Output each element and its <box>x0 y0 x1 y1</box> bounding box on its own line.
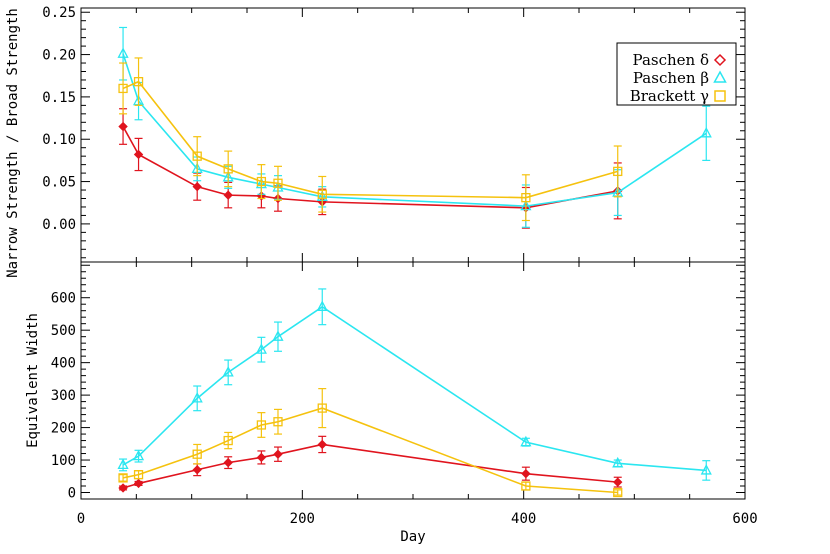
data-point <box>256 452 267 463</box>
data-point <box>117 458 129 470</box>
top-panel: 0.00 0.05 0.10 0.15 0.20 0.25 Narrow Strength … <box>5 5 746 278</box>
y-tick-label: 0 <box>68 486 76 502</box>
y-tick-label: 0.05 <box>42 175 76 191</box>
data-point <box>192 151 202 161</box>
series-diamond <box>118 435 623 493</box>
data-point <box>255 343 267 354</box>
data-point <box>223 164 233 174</box>
legend-label: Brackett γ <box>630 87 709 105</box>
data-point <box>223 457 233 468</box>
y-tick-label: 0.20 <box>42 48 76 64</box>
x-tick-label: 0 <box>77 511 85 527</box>
x-tick-label: 400 <box>511 511 536 527</box>
data-point <box>613 477 623 487</box>
data-point <box>223 435 233 446</box>
legend-marker-square <box>714 90 726 102</box>
data-point <box>521 193 531 203</box>
x-tick-label: 600 <box>732 511 757 527</box>
data-point <box>256 420 267 430</box>
legend-marker-diamond <box>713 53 727 67</box>
data-point <box>256 176 267 187</box>
data-point <box>132 449 145 461</box>
data-point <box>223 190 233 200</box>
data-point <box>133 470 144 480</box>
legend-label: Paschen δ <box>633 51 709 69</box>
series-square <box>118 388 623 498</box>
y-tick-label: 400 <box>51 356 76 372</box>
y-tick-label: 0.25 <box>42 5 76 21</box>
data-point <box>192 181 202 192</box>
data-point <box>191 391 203 403</box>
y-tick-label: 0.10 <box>42 132 76 148</box>
data-point <box>316 300 328 311</box>
data-point <box>192 449 202 459</box>
legend-label: Paschen β <box>633 69 709 87</box>
data-point <box>222 365 234 377</box>
data-point <box>117 47 129 58</box>
data-point <box>613 487 623 498</box>
y-tick-label: 100 <box>51 453 76 469</box>
data-point <box>118 473 128 483</box>
data-point <box>700 464 712 475</box>
data-point <box>521 468 531 479</box>
data-point <box>133 478 144 489</box>
series-line <box>122 53 707 207</box>
bottom-panel: 0 100 200 300 400 500 600 Equivalent Width 0 200 4… <box>25 261 758 545</box>
data-point <box>133 77 144 87</box>
x-tick-label: 200 <box>290 511 315 527</box>
data-point <box>613 166 623 177</box>
y-tick-label: 0.00 <box>42 217 76 233</box>
series-square <box>118 57 623 222</box>
data-point <box>317 439 327 450</box>
x-axis-label: Day <box>400 529 425 545</box>
data-point <box>273 417 283 427</box>
data-point <box>700 126 712 138</box>
legend-marker-triangle <box>713 70 727 83</box>
y-axis-label: Narrow Strength / Broad Strength <box>5 8 21 278</box>
data-point <box>118 83 128 94</box>
y-tick-label: 300 <box>51 388 76 404</box>
data-point <box>272 330 284 341</box>
plot-frame-bottom <box>80 261 746 500</box>
data-point <box>118 121 128 132</box>
data-point <box>118 483 128 493</box>
data-point <box>612 456 624 468</box>
series-line <box>122 305 707 472</box>
y-tick-label: 500 <box>51 323 76 339</box>
y-tick-label: 200 <box>51 421 76 437</box>
data-point <box>317 403 327 413</box>
y-axis-label: Equivalent Width <box>25 313 41 448</box>
data-point <box>317 189 327 199</box>
data-point <box>133 149 144 160</box>
data-point <box>192 465 202 475</box>
legend-box <box>616 42 737 106</box>
data-point <box>273 178 283 188</box>
y-tick-label: 0.15 <box>42 90 76 106</box>
series-triangle <box>117 288 712 481</box>
data-point <box>520 435 532 447</box>
data-point <box>521 481 531 491</box>
data-point <box>273 449 283 459</box>
y-tick-label: 600 <box>51 291 76 307</box>
